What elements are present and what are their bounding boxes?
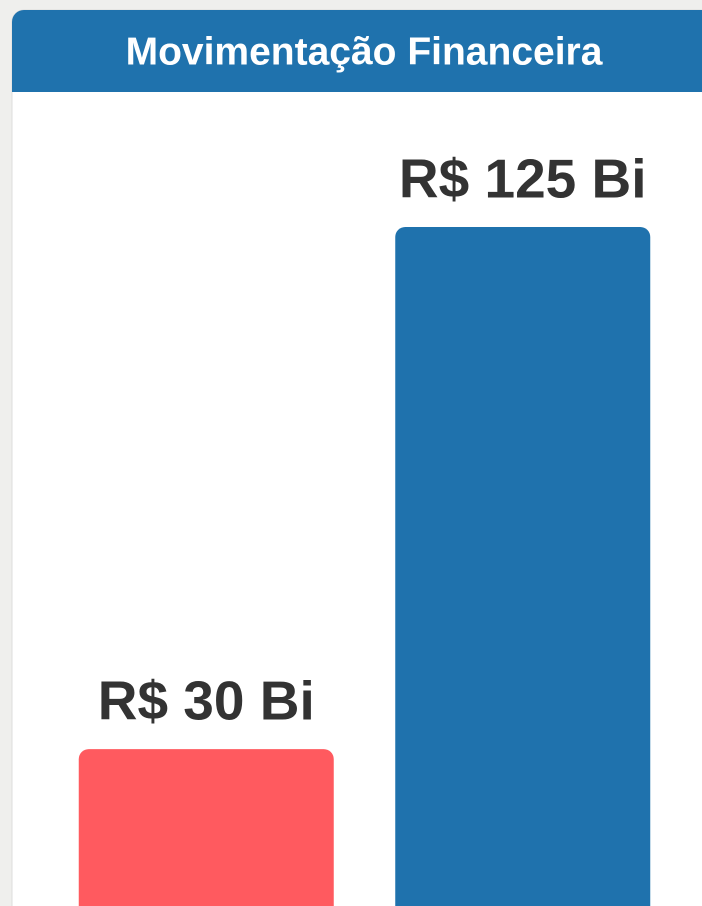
bar [78,749,334,906]
header [12,10,702,92]
bar [395,227,651,906]
value-label: R$ 125 Bi [399,148,647,210]
chart-title: Movimentação Financeira [126,30,603,73]
value-label: R$ 30 Bi [98,670,315,732]
